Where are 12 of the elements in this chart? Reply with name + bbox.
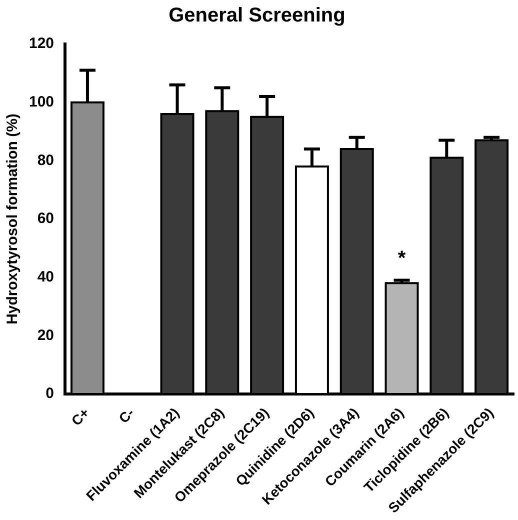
y-tick-label: 40 <box>37 268 54 286</box>
y-tick-label: 20 <box>37 326 54 344</box>
y-tick-label: 60 <box>37 210 54 228</box>
y-tick-label: 100 <box>28 93 54 110</box>
y-tick-label: 120 <box>28 35 54 52</box>
chart-title: General Screening <box>168 4 346 27</box>
y-axis-title: Hydroxytyrosol formation (%) <box>4 114 22 324</box>
y-tick-label: 0 <box>46 385 54 402</box>
annotation: * <box>398 248 406 270</box>
x-tick-label: C+ <box>68 404 92 429</box>
y-tick-label: 80 <box>37 152 54 169</box>
x-tick-label: C- <box>115 404 138 426</box>
